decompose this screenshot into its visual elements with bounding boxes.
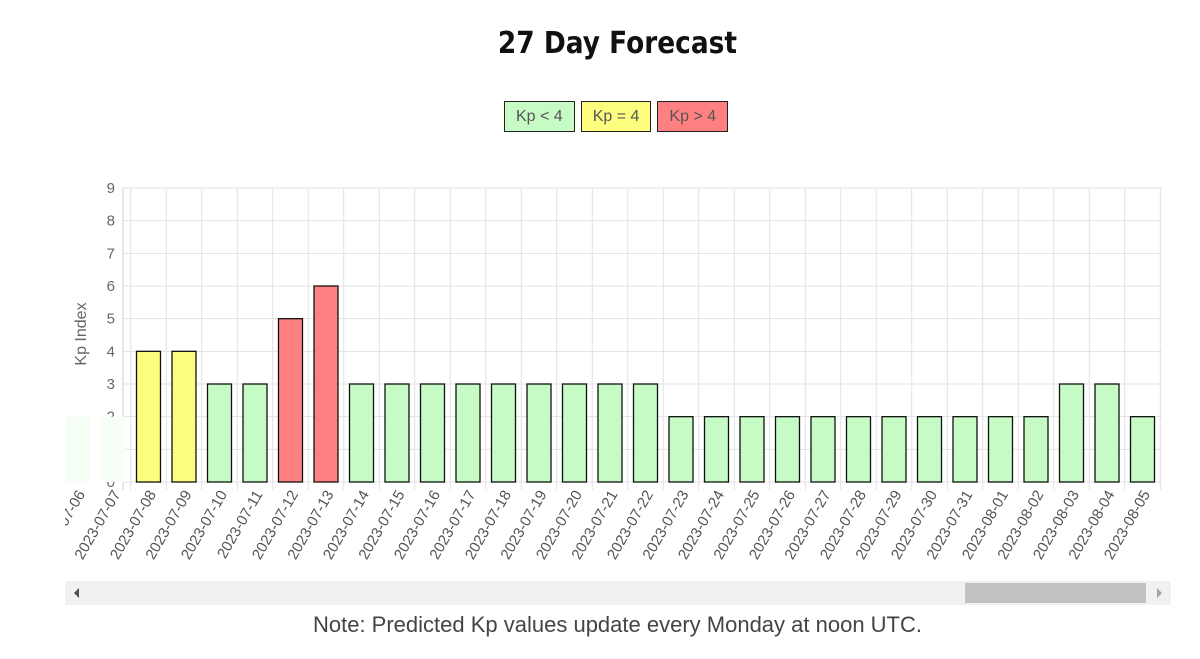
bar-2023-07-12[interactable] [277,318,304,483]
bar-2023-07-14[interactable] [348,383,375,483]
bar-2023-07-21[interactable] [597,383,623,483]
y-tick-label: 4 [107,343,115,360]
bars [65,285,1156,483]
bar-2023-07-10[interactable] [206,383,233,483]
legend-item-kp-low[interactable]: Kp < 4 [504,101,575,132]
legend-item-kp-equal[interactable]: Kp = 4 [580,101,652,132]
legend-item-kp-high[interactable]: Kp > 4 [657,101,729,132]
bar-2023-08-02[interactable] [1023,416,1049,483]
kp-bar-chart: 0123456789 2023-07-062023-07-072023-07-0… [65,180,1162,563]
bar-2023-07-06[interactable] [65,416,90,482]
bar-2023-07-26[interactable] [774,416,801,483]
bar-2023-08-01[interactable] [987,416,1014,483]
bar-2023-07-30[interactable] [916,416,943,483]
bar-2023-07-31[interactable] [952,416,978,483]
y-tick-label: 5 [107,311,115,328]
bar-2023-08-04[interactable] [1094,383,1120,483]
update-note: Note: Predicted Kp values update every M… [312,612,922,637]
bar-2023-07-27[interactable] [810,416,836,483]
y-tick-label: 6 [107,278,115,295]
legend: Kp < 4 Kp = 4 Kp > 4 [504,101,729,132]
y-tick-label: 9 [107,180,115,197]
bar-2023-07-07[interactable] [101,416,125,482]
bar-2023-07-22[interactable] [632,383,659,483]
bar-2023-07-23[interactable] [668,416,694,483]
bar-2023-07-20[interactable] [561,383,588,483]
bar-2023-07-17[interactable] [455,383,481,483]
bar-2023-07-28[interactable] [845,416,872,483]
bar-2023-07-18[interactable] [490,383,517,483]
x-axis-labels: 2023-07-062023-07-072023-07-082023-07-09… [65,488,1154,563]
y-tick-label: 7 [107,245,115,262]
scroll-right-arrow-icon[interactable] [1151,581,1167,605]
bar-2023-07-13[interactable] [313,285,339,483]
bar-2023-08-03[interactable] [1058,383,1085,483]
bar-2023-07-25[interactable] [739,416,765,483]
y-tick-label: 8 [107,213,115,230]
bar-2023-07-29[interactable] [881,416,907,483]
y-axis-label: Kp Index [73,302,90,365]
bar-2023-08-05[interactable] [1129,416,1156,483]
y-tick-label: 0 [107,474,115,491]
bar-2023-07-15[interactable] [384,383,410,483]
scrollbar-thumb[interactable] [965,583,1146,603]
horizontal-scrollbar[interactable] [65,581,1171,605]
chart-title: 27 Day Forecast [497,26,737,61]
bar-2023-07-11[interactable] [242,383,268,483]
bar-2023-07-08[interactable] [135,350,162,483]
bar-2023-07-16[interactable] [419,383,446,483]
bar-2023-07-24[interactable] [703,416,730,483]
y-tick-label: 3 [107,376,115,393]
bar-2023-07-09[interactable] [171,350,197,483]
bar-2023-07-19[interactable] [526,383,552,483]
scroll-left-arrow-icon[interactable] [69,581,85,605]
